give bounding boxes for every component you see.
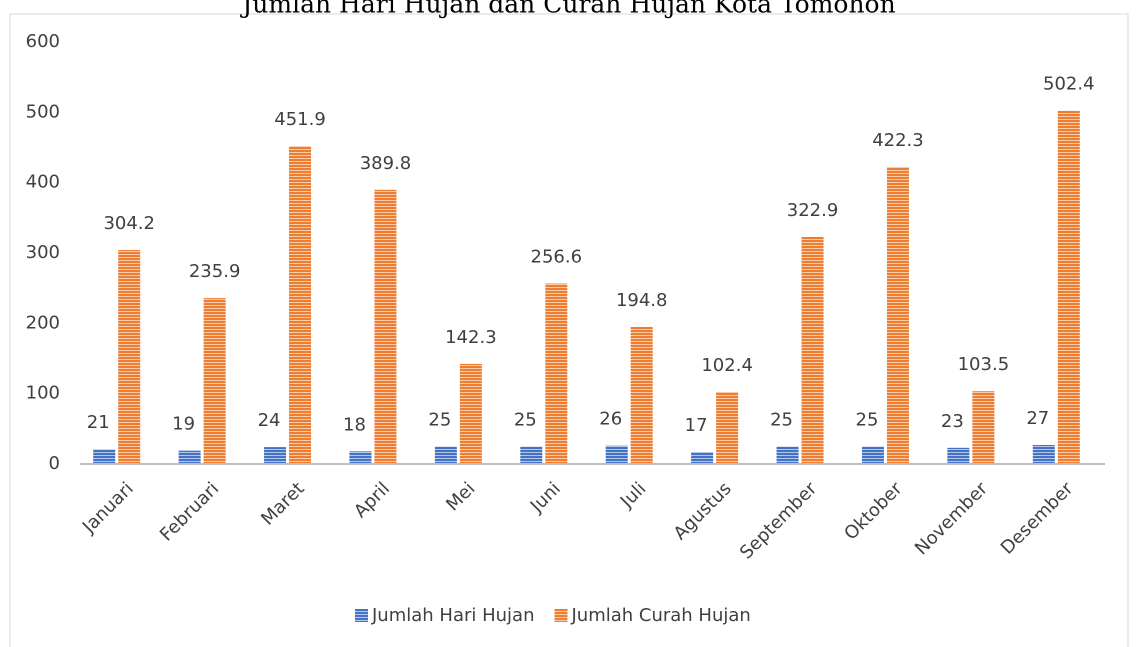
chart-title: Jumlah Hari Hujan dan Curah Hujan Kota T… (239, 0, 895, 19)
data-label: 19 (172, 414, 195, 435)
bar (605, 445, 628, 464)
data-label: 422.3 (872, 130, 924, 151)
bar (264, 447, 287, 464)
x-tick-label: Januari (78, 478, 138, 538)
x-tick-label: Februari (156, 478, 223, 545)
x-tick-label: Juli (616, 478, 650, 512)
data-label: 25 (514, 409, 537, 430)
bar (178, 450, 201, 464)
y-tick-label: 200 (26, 312, 60, 333)
bar (1057, 110, 1080, 465)
bar (716, 391, 739, 464)
x-tick-label: September (736, 478, 822, 564)
data-label: 27 (1026, 408, 1049, 429)
data-label: 502.4 (1043, 74, 1095, 95)
data-label: 304.2 (103, 213, 155, 234)
bar (374, 189, 397, 464)
data-label: 451.9 (274, 109, 326, 130)
data-label: 25 (428, 409, 451, 430)
data-label: 194.8 (616, 290, 668, 311)
bar (947, 447, 970, 464)
bar (434, 446, 457, 464)
x-tick-label: April (350, 478, 394, 522)
chart-frame (9, 13, 1129, 647)
data-label: 18 (343, 414, 366, 435)
legend-label: Jumlah Hari Hujan (371, 605, 534, 626)
y-tick-label: 400 (26, 172, 60, 193)
bar (93, 449, 116, 464)
bar (630, 326, 653, 464)
y-tick-label: 300 (26, 242, 60, 263)
x-tick-label: Juni (526, 478, 565, 517)
bar (349, 451, 372, 464)
data-label: 23 (941, 411, 964, 432)
bar (801, 236, 824, 464)
data-label: 26 (599, 409, 622, 430)
bar (691, 452, 714, 464)
bar (459, 363, 482, 464)
data-label: 24 (258, 410, 281, 431)
bar (118, 250, 141, 464)
data-label: 235.9 (189, 261, 241, 282)
data-label: 256.6 (531, 247, 583, 268)
y-tick-label: 0 (49, 453, 60, 474)
data-label: 21 (87, 412, 110, 433)
bar (545, 283, 568, 464)
x-tick-label: Oktober (840, 478, 907, 545)
data-label: 25 (856, 409, 879, 430)
y-tick-label: 500 (26, 101, 60, 122)
x-tick-label: November (911, 478, 992, 559)
bar (289, 146, 312, 464)
bar (861, 446, 884, 464)
data-label: 25 (770, 409, 793, 430)
y-tick-label: 100 (26, 383, 60, 404)
bar (520, 446, 543, 464)
bar (886, 166, 909, 464)
data-label: 322.9 (787, 200, 839, 221)
bar (776, 446, 799, 464)
x-tick-label: Desember (997, 478, 1078, 559)
x-tick-label: Maret (257, 478, 308, 529)
bar (972, 391, 995, 464)
bar (203, 298, 226, 464)
x-tick-label: Mei (442, 478, 479, 515)
data-label: 103.5 (958, 354, 1010, 375)
data-label: 102.4 (701, 355, 753, 376)
data-label: 17 (685, 415, 708, 436)
y-tick-label: 600 (26, 31, 60, 52)
data-label: 389.8 (360, 153, 412, 174)
legend-swatch (355, 609, 368, 622)
bar (1032, 445, 1055, 464)
x-tick-label: Agustus (670, 478, 736, 544)
legend-label: Jumlah Curah Hujan (570, 605, 750, 626)
data-label: 142.3 (445, 327, 497, 348)
legend-swatch (554, 609, 568, 622)
